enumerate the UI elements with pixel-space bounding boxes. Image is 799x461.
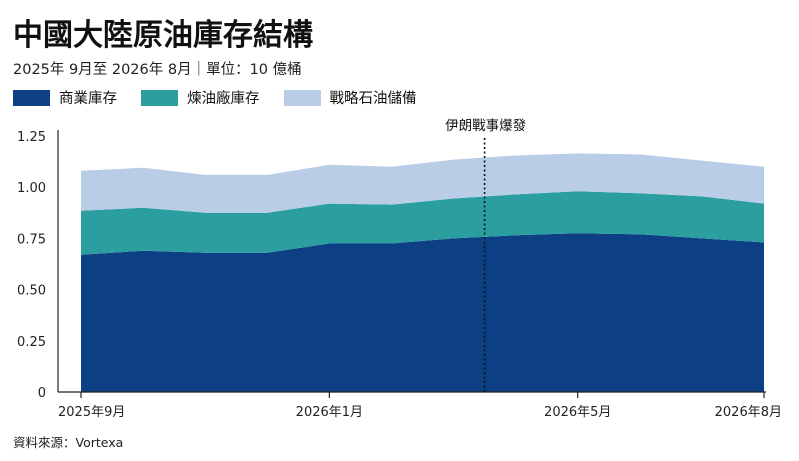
annotation-label: 伊朗戰事爆發 bbox=[445, 118, 526, 134]
y-tick-label: 1.00 bbox=[17, 181, 46, 196]
legend-swatch-commercial bbox=[13, 89, 50, 106]
x-tick-label: 2026年8月 bbox=[715, 405, 782, 420]
y-tick-label: 0.50 bbox=[17, 284, 46, 299]
legend-label-refinery: 煉油廠庫存 bbox=[187, 91, 260, 107]
legend-item-refinery: 煉油廠庫存 bbox=[141, 87, 260, 108]
area-series-1 bbox=[81, 191, 764, 255]
legend-label-strategic: 戰略石油儲備 bbox=[329, 91, 417, 107]
area-layers bbox=[81, 153, 764, 392]
y-tick-label: 0 bbox=[38, 386, 46, 401]
x-axis: 2025年9月 2026年1月 2026年5月 2026年8月 bbox=[58, 391, 782, 420]
x-tick-label: 2025年9月 bbox=[58, 405, 125, 420]
source-note: 資料來源：Vortexa bbox=[13, 435, 124, 450]
y-tick-label: 0.75 bbox=[17, 232, 46, 247]
chart-title: 中國大陸原油庫存結構 bbox=[13, 18, 313, 53]
chart-subtitle: 2025年 9月至 2026年 8月｜單位：10 億桶 bbox=[13, 62, 302, 78]
x-tick-label: 2026年5月 bbox=[544, 405, 611, 420]
legend-item-strategic: 戰略石油儲備 bbox=[283, 87, 417, 108]
legend-item-commercial: 商業庫存 bbox=[13, 87, 117, 108]
area-series-0 bbox=[81, 233, 764, 392]
legend: 商業庫存 煉油廠庫存 戰略石油儲備 bbox=[13, 87, 441, 108]
legend-label-commercial: 商業庫存 bbox=[59, 91, 117, 107]
y-tick-label: 0.25 bbox=[17, 335, 46, 350]
legend-swatch-strategic bbox=[283, 89, 321, 106]
y-tick-label: 1.25 bbox=[17, 130, 46, 145]
area-series-2 bbox=[81, 153, 764, 213]
x-tick-label: 2026年1月 bbox=[296, 405, 363, 420]
y-axis: 0 0.25 0.50 0.75 1.00 1.25 bbox=[17, 130, 59, 401]
annotation: 伊朗戰事爆發 bbox=[445, 118, 527, 392]
legend-swatch-refinery bbox=[141, 89, 178, 106]
